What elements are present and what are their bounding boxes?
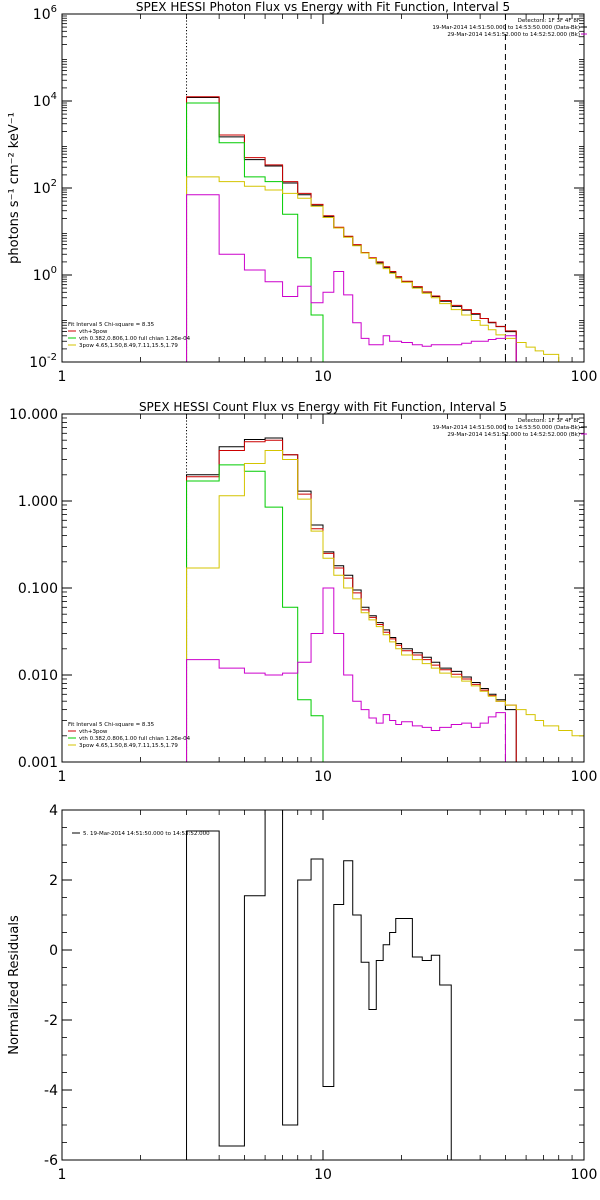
series-power-law (186, 450, 584, 762)
y-tick-label: 0 (49, 943, 58, 959)
series-data (186, 97, 517, 362)
x-tick-label: 1 (58, 369, 67, 385)
y-tick-label: 4 (49, 803, 58, 819)
x-tick-label: 100 (571, 369, 598, 385)
series-residuals (186, 810, 452, 1160)
series-power-law (186, 176, 560, 362)
header-text: 29-Mar-2014 14:51:52.000 to 14:52:52.000… (447, 32, 580, 38)
x-tick-label: 10 (314, 369, 332, 385)
header-text: 19-Mar-2014 14:51:50.000 to 14:53:50.000… (432, 425, 580, 431)
header-text: 29-Mar-2014 14:51:52.000 to 14:52:52.000… (447, 432, 580, 438)
legend-label: vth+3pow (79, 729, 108, 735)
x-tick-label: 100 (571, 769, 598, 785)
x-tick-label: 100 (571, 1167, 598, 1183)
y-tick-label: -4 (44, 1083, 58, 1099)
legend-label: vth+3pow (79, 329, 108, 335)
series-group (186, 437, 584, 762)
y-tick-label: 10.000 (9, 407, 58, 423)
series-total-fit (186, 439, 517, 762)
y-axis-label: Normalized Residuals (7, 915, 22, 1055)
series-background (186, 194, 517, 362)
y-tick-label: -6 (44, 1153, 58, 1169)
y-tick-label: 0.001 (18, 755, 58, 771)
series-thermal (186, 102, 335, 362)
chart-title: SPEX HESSI Photon Flux vs Energy with Fi… (136, 0, 510, 14)
y-tick-label: 102 (33, 178, 57, 197)
x-tick-label: 1 (58, 1167, 67, 1183)
legend-label: 5. 19-Mar-2014 14:51:50.000 to 14:53:52.… (83, 831, 210, 837)
legend-title: Fit Interval 5 Chi-square = 8.35 (68, 722, 155, 728)
chart-panel-2: SPEX HESSI Count Flux vs Energy with Fit… (9, 400, 598, 785)
y-tick-label: 106 (33, 4, 57, 23)
series-group (186, 96, 560, 362)
chart-panel-1: SPEX HESSI Photon Flux vs Energy with Fi… (7, 0, 598, 385)
legend-label: vth 0.382,0.806,1.00 full chian 1.26e-04 (79, 336, 191, 342)
legend-label: 3pow 4.65,1.50,8.49,7.11,15.5,1.79 (79, 743, 178, 749)
series-data (186, 437, 517, 762)
legend-label: vth 0.382,0.806,1.00 full chian 1.26e-04 (79, 736, 191, 742)
series-thermal (186, 464, 324, 762)
y-tick-label: 104 (33, 91, 57, 110)
y-axis-label: photons s⁻¹ cm⁻² keV⁻¹ (7, 112, 22, 264)
series-total-fit (186, 96, 517, 362)
y-tick-label: 0.100 (18, 581, 58, 597)
plot-frame (61, 413, 585, 763)
y-tick-label: 100 (33, 265, 57, 284)
chart-panel-3: 1 10 100 -6 -4 -2 0 2 4 Normalized Residuals 5. 19… (7, 803, 597, 1183)
chart-title: SPEX HESSI Count Flux vs Energy with Fit… (139, 400, 507, 414)
y-tick-label: 1.000 (18, 494, 58, 510)
header-text: Detectors: 1F 3F 4F 8F (518, 418, 580, 424)
series-group (186, 810, 452, 1160)
x-tick-label: 10 (314, 769, 332, 785)
y-tick-label: 0.010 (18, 668, 58, 684)
x-tick-label: 10 (314, 1167, 332, 1183)
header-text: 19-Mar-2014 14:51:50.000 to 14:53:50.000… (432, 25, 580, 31)
y-tick-label: -2 (44, 1013, 58, 1029)
y-tick-label: 2 (49, 873, 58, 889)
plot-frame (61, 809, 585, 1161)
x-tick-label: 1 (58, 769, 67, 785)
series-background (186, 587, 506, 762)
legend-label: 3pow 4.65,1.50,8.49,7.11,15.5,1.79 (79, 343, 178, 349)
y-tick-label: 10-2 (29, 352, 57, 371)
legend-title: Fit Interval 5 Chi-square = 8.35 (68, 322, 155, 328)
header-text: Detectors: 1F 3F 4F 8F (518, 18, 580, 24)
plot-frame (61, 13, 585, 363)
